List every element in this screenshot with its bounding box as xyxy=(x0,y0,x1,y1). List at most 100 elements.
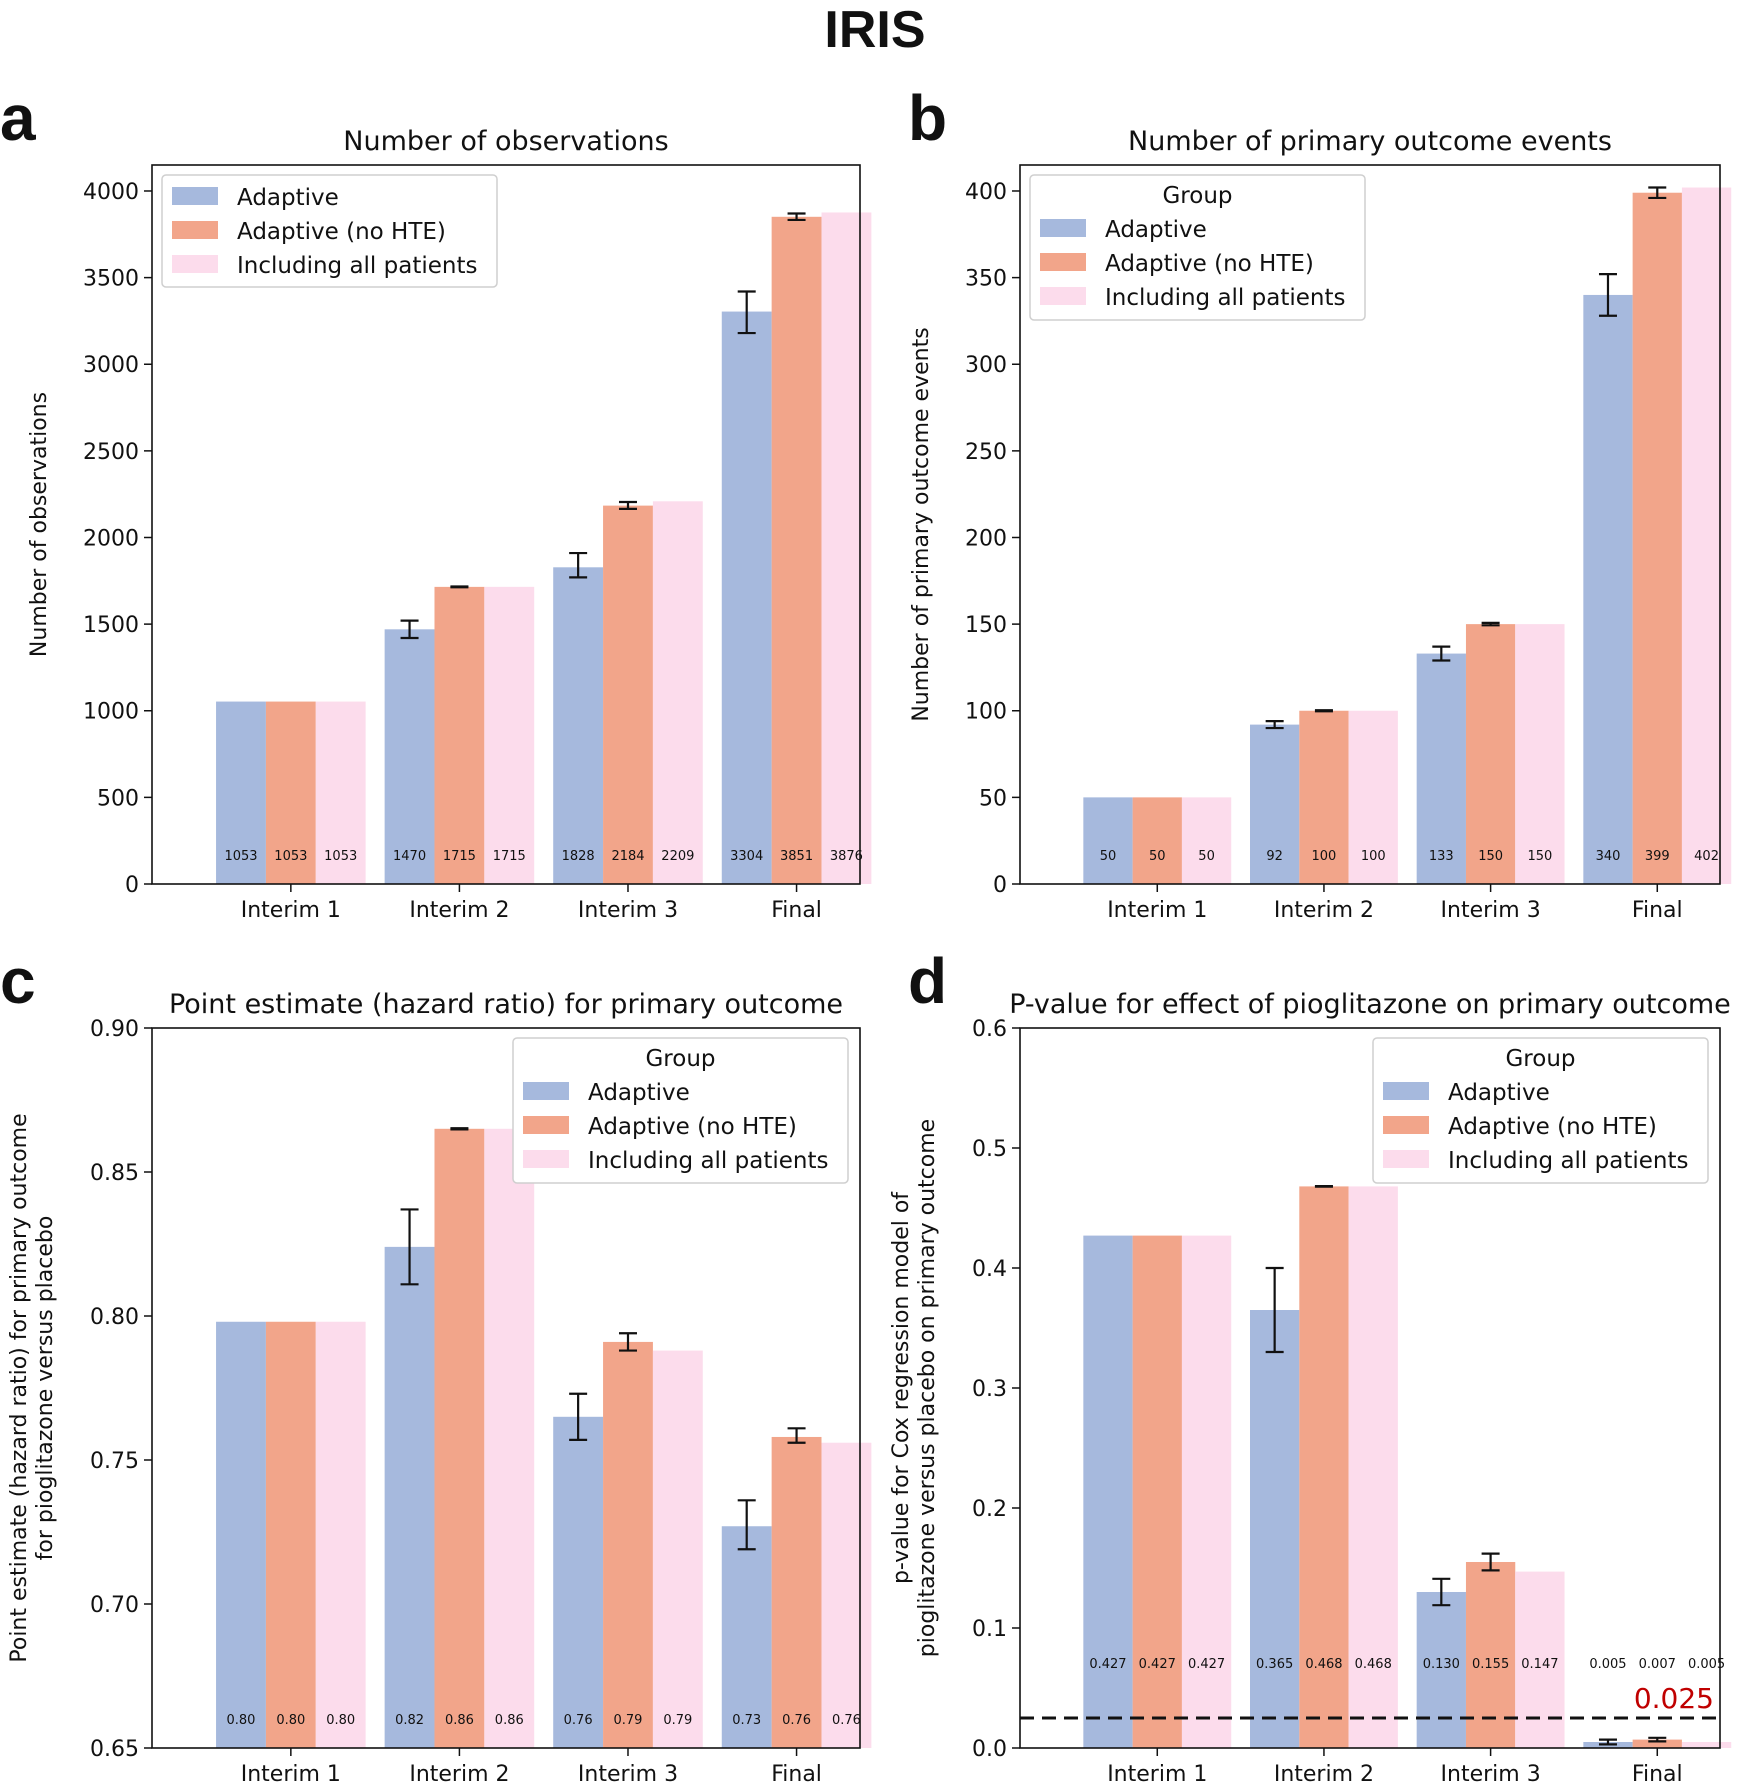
panel-b-data-label: 133 xyxy=(1429,849,1454,864)
panel-a-title: Number of observations xyxy=(343,126,668,157)
panel-c-data-label: 0.79 xyxy=(614,1713,643,1728)
panel-b-legend-swatch-2 xyxy=(1040,253,1086,271)
panel-c-legend-swatch-1 xyxy=(523,1082,569,1100)
panel-a-data-label: 3876 xyxy=(830,849,863,864)
panel-c-xtick-label: Interim 1 xyxy=(241,1762,341,1782)
panel-c-ylabel-line2: for pioglitazone versus placebo xyxy=(33,1216,58,1561)
panel-b-bar-2-4 xyxy=(1632,192,1682,885)
panel-d-bar-3-4 xyxy=(1681,1742,1732,1748)
panel-d-xtick-label: Interim 2 xyxy=(1274,1762,1374,1782)
panel-b-ytick-label: 250 xyxy=(965,440,1007,465)
panel-a-data-label: 1053 xyxy=(274,849,307,864)
panel-b-legend-entry-2: Adaptive (no HTE) xyxy=(1105,251,1314,277)
panel-a-ytick-label: 3500 xyxy=(83,267,139,292)
panel-a-bar-2-1 xyxy=(265,701,316,884)
panel-a-xtick-label: Final xyxy=(771,898,822,923)
panel-c-xtick-label: Final xyxy=(771,1762,822,1782)
panel-d-bar-2-3 xyxy=(1465,1562,1516,1748)
panel-c-ytick-label: 0.90 xyxy=(90,1017,139,1042)
panel-a-legend-entry-2: Adaptive (no HTE) xyxy=(237,219,446,245)
panel-d-ylabel-line1: p-value for Cox regression model of xyxy=(889,1191,914,1584)
panel-a-data-label: 3304 xyxy=(730,849,763,864)
panel-a-bar-1-4 xyxy=(721,311,772,885)
panel-a-letter: a xyxy=(0,82,36,154)
panel-c-legend-entry-2: Adaptive (no HTE) xyxy=(588,1114,797,1140)
panel-b-legend-title: Group xyxy=(1162,183,1232,209)
panel-c-bar-2-1 xyxy=(265,1321,316,1748)
panel-d-data-label: 0.427 xyxy=(1089,1657,1126,1672)
panel-a-bar-2-4 xyxy=(771,216,822,884)
panel-c-bar-3-3 xyxy=(652,1350,703,1748)
panel-c-ytick-label: 0.85 xyxy=(90,1161,139,1186)
panel-d-data-label: 0.427 xyxy=(1188,1657,1225,1672)
panel-c-plot-frame xyxy=(151,1027,861,1749)
panel-d-legend-box xyxy=(1372,1037,1709,1184)
panel-d-data-label: 0.005 xyxy=(1688,1657,1725,1672)
panel-b-bar-3-3 xyxy=(1515,624,1565,884)
panel-b-bar-1-2 xyxy=(1250,724,1300,884)
panel-d-data-label: 0.155 xyxy=(1472,1657,1509,1672)
panel-d-bar-3-1 xyxy=(1181,1235,1232,1748)
panel-c-bar-2-3 xyxy=(603,1341,653,1748)
panel-c-bar-1-2 xyxy=(384,1246,435,1748)
panel-c-bar-2-4 xyxy=(771,1436,822,1748)
panel-d-bar-2-4 xyxy=(1632,1739,1682,1748)
panel-d-data-label: 0.468 xyxy=(1355,1657,1392,1672)
panel-a-data-label: 2209 xyxy=(661,849,694,864)
panel-b-ytick-label: 0 xyxy=(993,873,1007,898)
panel-d-ytick-label: 0.0 xyxy=(972,1737,1007,1762)
panel-c-ytick-label: 0.75 xyxy=(90,1449,139,1474)
panel-a-data-label: 3851 xyxy=(780,849,813,864)
panel-a-data-label: 1715 xyxy=(493,849,526,864)
panel-d-legend-swatch-3 xyxy=(1383,1150,1429,1168)
panel-c-legend-entry-3: Including all patients xyxy=(588,1148,828,1174)
panel-b-data-label: 50 xyxy=(1149,849,1166,864)
panel-c-data-label: 0.86 xyxy=(445,1713,474,1728)
panel-a-legend-box xyxy=(161,174,498,288)
panel-b-legend-swatch-1 xyxy=(1040,219,1086,237)
panel-c-ytick-label: 0.65 xyxy=(90,1737,139,1762)
panel-b-ytick-label: 50 xyxy=(979,786,1007,811)
panel-c-data-label: 0.76 xyxy=(832,1713,861,1728)
panel-d-legend-entry-1: Adaptive xyxy=(1448,1080,1550,1106)
panel-a-bar-3-3 xyxy=(652,501,703,884)
panel-b-ytick-label: 400 xyxy=(965,180,1007,205)
figure-title: IRIS xyxy=(824,1,926,59)
panel-c-data-label: 0.79 xyxy=(663,1713,692,1728)
panel-a-bar-1-3 xyxy=(553,567,604,884)
panel-c-bar-3-2 xyxy=(484,1128,535,1748)
panel-a-data-label: 1053 xyxy=(324,849,357,864)
panel-d-xtick-label: Final xyxy=(1632,1762,1683,1782)
panel-b-bar-1-4 xyxy=(1583,294,1633,884)
panel-a-data-label: 1715 xyxy=(443,849,476,864)
panel-b-data-label: 150 xyxy=(1527,849,1552,864)
panel-a-data-label: 1470 xyxy=(393,849,426,864)
panel-c-legend-swatch-2 xyxy=(523,1116,569,1134)
panel-b-legend-entry-3: Including all patients xyxy=(1105,285,1345,311)
panel-c-bar-1-1 xyxy=(216,1321,266,1748)
panel-b-bar-1-1 xyxy=(1083,797,1133,884)
panel-a-ytick-label: 1000 xyxy=(83,700,139,725)
panel-c-data-label: 0.80 xyxy=(276,1713,305,1728)
panel-b-data-label: 50 xyxy=(1198,849,1215,864)
panel-d-bar-1-2 xyxy=(1250,1310,1300,1748)
panel-d-legend-swatch-2 xyxy=(1383,1116,1429,1134)
panel-c-data-label: 0.76 xyxy=(782,1713,811,1728)
panel-b-bar-3-4 xyxy=(1681,187,1732,884)
panel-a-bar-2-2 xyxy=(434,586,485,884)
panel-a-data-label: 2184 xyxy=(611,849,644,864)
panel-b-ylabel: Number of primary outcome events xyxy=(909,327,934,721)
panel-a-bar-1-2 xyxy=(384,629,435,884)
panel-d-data-label: 0.005 xyxy=(1589,1657,1626,1672)
panel-b-bar-2-2 xyxy=(1299,710,1349,884)
panel-c-data-label: 0.80 xyxy=(227,1713,256,1728)
panel-d-ytick-label: 0.2 xyxy=(972,1497,1007,1522)
panel-d-xtick-label: Interim 1 xyxy=(1107,1762,1207,1782)
panel-c-bar-3-4 xyxy=(821,1442,872,1748)
panel-b-ytick-label: 300 xyxy=(965,353,1007,378)
panel-b-data-label: 402 xyxy=(1694,849,1719,864)
panel-d-ytick-label: 0.1 xyxy=(972,1617,1007,1642)
panel-a-data-label: 1053 xyxy=(224,849,257,864)
panel-a-legend-swatch-1 xyxy=(172,187,218,205)
panel-a-xtick-label: Interim 2 xyxy=(409,898,509,923)
